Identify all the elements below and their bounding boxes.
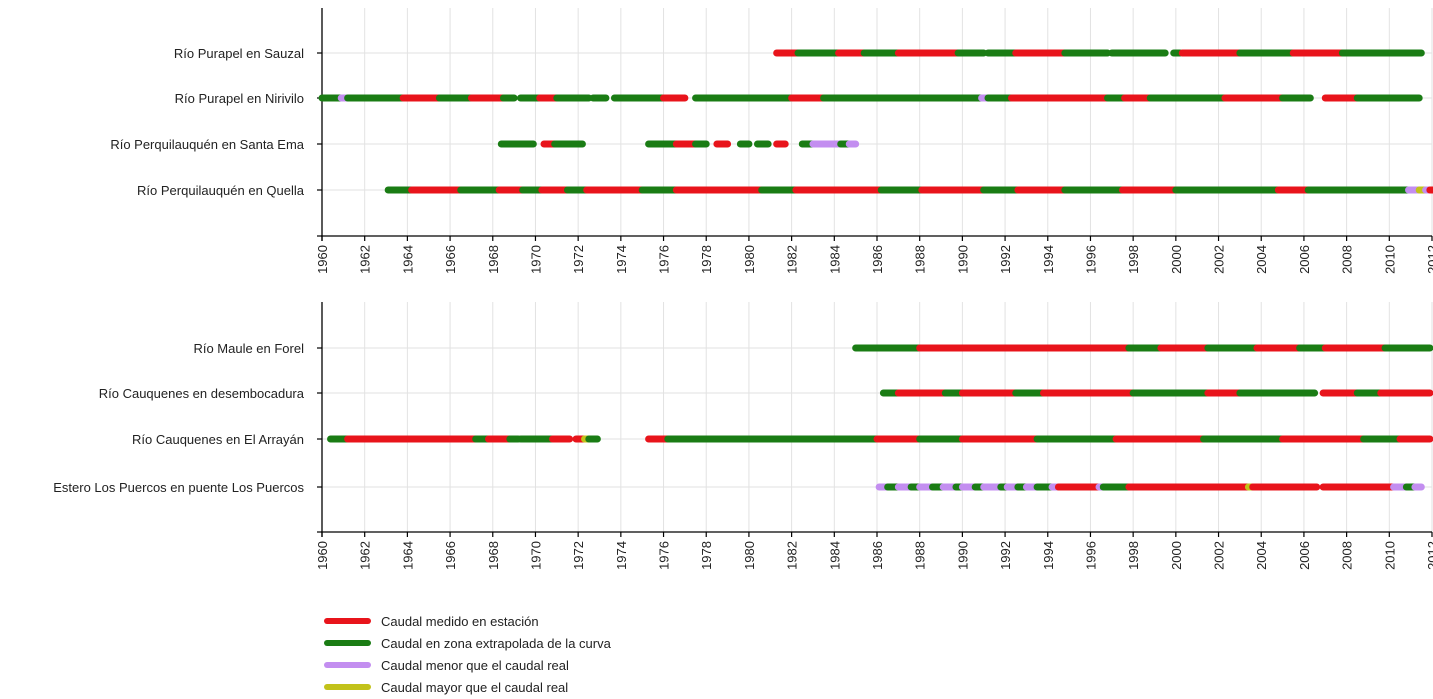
x-tick-label: 2012 [1425,245,1433,274]
x-tick-label: 1968 [486,245,501,274]
station-label: Río Cauquenes en El Arrayán [132,432,304,447]
x-tick-label: 2008 [1340,245,1355,274]
station-label: Río Perquilauquén en Santa Ema [110,137,304,152]
panel-bottom: 1960 1962 1964 1966 1968 1970 1972 1974 1976 1978… [53,302,1433,570]
x-tick-label: 1960 [315,541,330,570]
x-tick-label: 1964 [400,245,415,274]
x-tick-label: 1962 [358,245,373,274]
x-tick-label: 1984 [827,541,842,570]
x-tick-label: 1990 [955,541,970,570]
x-tick-label: 1992 [998,245,1013,274]
x-tick-label: 2012 [1425,541,1433,570]
x-tick-label: 1966 [443,541,458,570]
x-tick-label: 2010 [1382,245,1397,274]
legend-label-lower: Caudal menor que el caudal real [381,658,569,673]
x-tick-label: 1968 [486,541,501,570]
x-tick-label: 1972 [571,245,586,274]
x-tick-label: 1988 [913,541,928,570]
legend-label-measured: Caudal medido en estación [381,614,539,629]
x-tick-label: 1964 [400,541,415,570]
x-tick-label: 1998 [1126,541,1141,570]
x-tick-label: 2002 [1212,245,1227,274]
x-tick-label: 1978 [699,541,714,570]
x-tick-label: 2006 [1297,541,1312,570]
x-tick-label: 1966 [443,245,458,274]
x-tick-label: 1972 [571,541,586,570]
station-label: Río Perquilauquén en Quella [137,183,305,198]
x-tick-label: 2004 [1254,541,1269,570]
x-tick-label: 1976 [657,245,672,274]
x-tick-label: 1996 [1083,541,1098,570]
x-tick-label: 2004 [1254,245,1269,274]
x-tick-label: 1982 [785,245,800,274]
x-tick-label: 2002 [1212,541,1227,570]
x-tick-label: 1978 [699,245,714,274]
station-label: Río Maule en Forel [193,341,304,356]
x-tick-label: 1986 [870,541,885,570]
x-tick-label: 1988 [913,245,928,274]
x-tick-label: 1970 [528,541,543,570]
legend-label-higher: Caudal mayor que el caudal real [381,680,568,695]
x-tick-label: 1976 [657,541,672,570]
x-tick-label: 2000 [1169,541,1184,570]
legend: Caudal medido en estación Caudal en zona … [324,614,612,695]
x-tick-label: 1990 [955,245,970,274]
x-tick-label: 1992 [998,541,1013,570]
x-tick-label: 1998 [1126,245,1141,274]
x-tick-label: 1960 [315,245,330,274]
station-label: Río Cauquenes en desembocadura [99,386,305,401]
x-tick-label: 1994 [1041,541,1056,570]
x-tick-label: 2000 [1169,245,1184,274]
station-label: Estero Los Puercos en puente Los Puercos [53,480,304,495]
x-tick-label: 1982 [785,541,800,570]
x-tick-label: 1970 [528,245,543,274]
x-tick-label: 1980 [742,541,757,570]
x-tick-label: 1986 [870,245,885,274]
legend-label-extrapolated: Caudal en zona extrapolada de la curva [381,636,612,651]
x-tick-label: 2010 [1382,541,1397,570]
station-label: Río Purapel en Sauzal [174,46,304,61]
x-tick-label: 1994 [1041,245,1056,274]
x-tick-label: 2008 [1340,541,1355,570]
station-label: Río Purapel en Nirivilo [175,91,304,106]
x-tick-label: 1974 [614,245,629,274]
x-tick-label: 1974 [614,541,629,570]
x-tick-label: 1980 [742,245,757,274]
x-tick-label: 2006 [1297,245,1312,274]
x-tick-label: 1996 [1083,245,1098,274]
x-tick-label: 1962 [358,541,373,570]
panel-top: 1960 1962 1964 1966 1968 1970 1972 1974 1976 1978… [110,8,1433,274]
x-tick-label: 1984 [827,245,842,274]
